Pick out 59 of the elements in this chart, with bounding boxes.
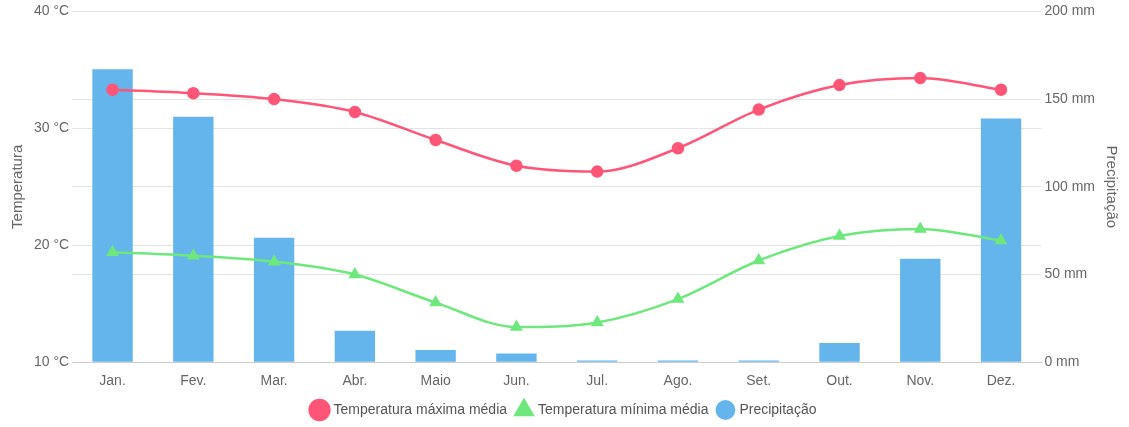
point bbox=[348, 105, 362, 119]
point bbox=[187, 87, 200, 100]
x-tick-label: Nov. bbox=[906, 372, 935, 389]
point bbox=[914, 71, 927, 85]
y2-tick-label: 200 mm bbox=[1044, 2, 1096, 19]
x-tick-label: Abr. bbox=[342, 372, 368, 389]
x-tick-label: Jan. bbox=[99, 372, 126, 389]
point bbox=[106, 246, 119, 257]
x-tick-label: Mar. bbox=[260, 372, 288, 389]
y-tick-label: 30 °C bbox=[34, 119, 70, 136]
x-tick-label: Set. bbox=[746, 372, 772, 389]
y2-tick-label: 100 mm bbox=[1044, 177, 1096, 194]
point bbox=[510, 159, 523, 172]
bar bbox=[92, 69, 133, 362]
point bbox=[268, 255, 280, 266]
point bbox=[994, 83, 1008, 96]
bar bbox=[819, 342, 860, 362]
x-tick-label: Maio bbox=[420, 372, 452, 389]
point bbox=[833, 78, 846, 92]
x-tick-label: Ago. bbox=[663, 372, 693, 389]
y2-tick-label: 0 mm bbox=[1044, 353, 1080, 370]
point bbox=[914, 222, 926, 233]
y-tick-label: 40 °C bbox=[34, 2, 70, 19]
bar bbox=[253, 237, 295, 362]
legend-label: Precipitação bbox=[739, 400, 817, 417]
point bbox=[753, 254, 765, 265]
bar bbox=[980, 118, 1022, 362]
point bbox=[833, 229, 846, 240]
y2-tick-label: 50 mm bbox=[1044, 265, 1088, 282]
legend-label: Temperatura máxima média bbox=[333, 400, 508, 417]
bar bbox=[173, 116, 214, 362]
bar bbox=[900, 258, 941, 362]
point bbox=[187, 249, 199, 260]
point bbox=[752, 103, 765, 116]
point bbox=[995, 234, 1007, 245]
x-tick-label: Fev. bbox=[180, 372, 207, 389]
bar bbox=[415, 349, 456, 362]
point bbox=[590, 165, 604, 178]
point bbox=[267, 92, 281, 106]
bar bbox=[334, 330, 376, 362]
y-axis-title: Temperatura bbox=[8, 144, 26, 229]
point bbox=[591, 316, 603, 327]
x-tick-label: Dez. bbox=[986, 372, 1016, 389]
legend-label: Temperatura mínima média bbox=[538, 400, 709, 417]
y2-tick-label: 150 mm bbox=[1044, 89, 1096, 106]
point bbox=[106, 83, 119, 96]
point bbox=[671, 141, 685, 155]
y-tick-label: 10 °C bbox=[34, 353, 70, 370]
point bbox=[349, 268, 361, 279]
x-tick-label: Jun. bbox=[503, 372, 530, 389]
y2-axis-title: Precipitação bbox=[1103, 145, 1121, 229]
point bbox=[429, 133, 442, 147]
point bbox=[430, 296, 442, 307]
bar bbox=[496, 353, 537, 362]
point bbox=[672, 292, 684, 303]
point bbox=[510, 320, 522, 331]
x-tick-label: Out. bbox=[826, 372, 853, 389]
y-tick-label: 20 °C bbox=[34, 236, 70, 253]
x-tick-label: Jul. bbox=[586, 372, 609, 389]
